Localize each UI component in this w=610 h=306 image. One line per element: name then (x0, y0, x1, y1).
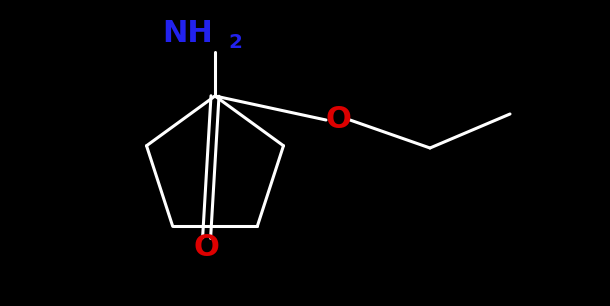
Text: NH: NH (162, 19, 213, 48)
Text: O: O (193, 233, 219, 263)
Text: O: O (325, 106, 351, 135)
Text: 2: 2 (228, 33, 242, 52)
